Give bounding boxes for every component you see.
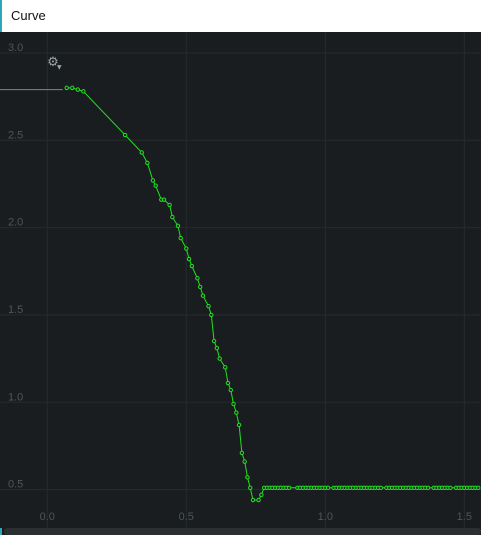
keyframe-point[interactable] [81,89,86,94]
keyframe-point[interactable] [209,312,214,318]
keyframe-point[interactable] [325,485,331,491]
keyframe-point[interactable] [242,459,247,464]
keyframe-point[interactable] [225,380,231,386]
x-tick-label: 0.0 [40,511,55,523]
keyframe-point[interactable] [223,365,228,370]
keyframe-point[interactable] [259,492,264,498]
keyframe-point[interactable] [161,197,167,202]
y-tick-label: 3.0 [8,42,23,54]
grid-lines [0,32,481,528]
window-titlebar: Curve [0,0,481,32]
keyframe-point[interactable] [234,410,239,415]
keyframe-point[interactable] [189,263,195,269]
x-tick-label: 1.0 [318,511,333,523]
keyframe-point[interactable] [286,485,292,491]
keyframe-point[interactable] [200,293,206,298]
keyframe-point[interactable] [231,401,236,407]
keyframe-point[interactable] [178,235,183,241]
curve-keyframes[interactable] [64,85,481,503]
keyframe-point[interactable] [248,485,253,491]
keyframe-point[interactable] [122,132,128,138]
keyframe-point[interactable] [425,485,431,491]
keyframe-point[interactable] [145,160,150,166]
keyframe-point[interactable] [75,87,81,92]
x-tick-labels: 0.0 0.5 1.0 1.5 [40,511,472,523]
keyframe-point[interactable] [175,223,181,229]
keyframe-point[interactable] [211,338,217,344]
y-tick-label: 2.0 [8,217,23,229]
keyframe-point[interactable] [167,202,172,208]
y-tick-label: 2.5 [8,129,23,141]
keyframe-point[interactable] [448,485,453,491]
y-tick-label: 0.5 [8,479,23,491]
keyframe-point[interactable] [150,178,156,183]
keyframe-point[interactable] [239,450,245,456]
x-tick-label: 0.5 [179,511,194,523]
x-tick-label: 1.5 [457,511,472,523]
window-title: Curve [11,8,46,23]
keyframe-point[interactable] [378,485,384,491]
plot-background [0,32,481,528]
gear-icon[interactable]: ⚙ [47,55,59,70]
keyframe-point[interactable] [195,276,200,281]
y-tick-label: 1.0 [8,391,23,403]
y-tick-labels: 0.5 1.0 1.5 2.0 2.5 3.0 [8,42,23,491]
keyframe-point[interactable] [256,497,261,503]
keyframe-point[interactable] [184,246,189,251]
keyframe-point[interactable] [228,387,233,393]
keyframe-point[interactable] [70,85,75,91]
horizontal-scrollbar[interactable] [4,528,481,535]
keyframe-point[interactable] [186,256,192,262]
keyframe-point[interactable] [206,303,211,309]
y-tick-label: 1.5 [8,304,23,316]
curve-plot[interactable]: 0.5 1.0 1.5 2.0 2.5 3.0 0.0 0.5 1.0 1.5 [0,32,481,528]
keyframe-point[interactable] [236,422,242,428]
keyframe-point[interactable] [64,85,69,91]
keyframe-point[interactable] [197,284,203,290]
keyframe-point[interactable] [245,475,250,480]
chevron-down-icon[interactable]: ▼ [57,64,62,71]
keyframe-point[interactable] [153,183,158,188]
keyframe-point[interactable] [170,214,175,220]
keyframe-point[interactable] [214,345,220,351]
keyframe-point[interactable] [217,356,222,361]
keyframe-point[interactable] [250,497,256,503]
keyframe-point[interactable] [139,150,144,155]
keyframe-point[interactable] [476,485,481,491]
